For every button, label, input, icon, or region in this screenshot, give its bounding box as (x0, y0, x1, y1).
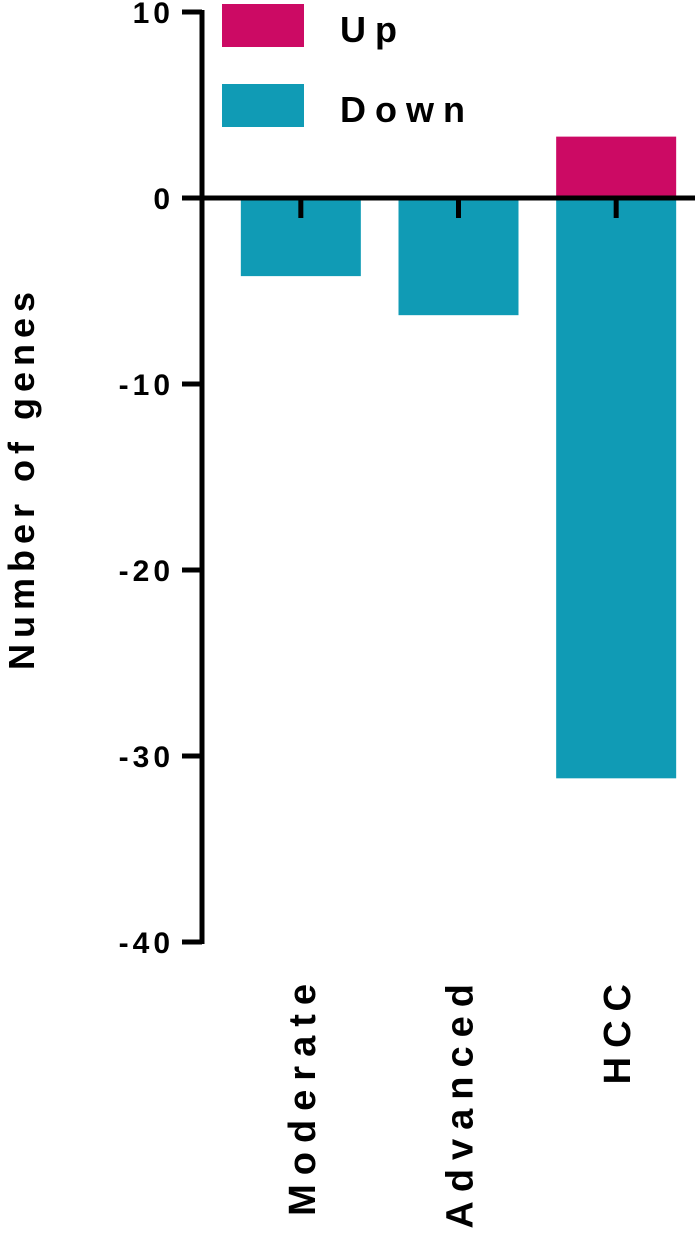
y-tick-label: -10 (119, 369, 174, 402)
y-tick-label: -30 (119, 741, 174, 774)
axes-group: 10 0 -10 -20 -30 -40 Moderate Advanced HCC (119, 0, 695, 1229)
y-tick-label: 10 (133, 0, 174, 30)
x-tick-label-advanced: Advanced (440, 975, 482, 1229)
legend: Up Down (222, 4, 474, 130)
y-tick-label: 0 (153, 183, 174, 216)
bars-group (240, 136, 677, 779)
x-tick-label-moderate: Moderate (282, 975, 324, 1216)
x-tick-label-hcc: HCC (597, 975, 639, 1084)
legend-label-down: Down (340, 89, 474, 130)
y-tick-label: -20 (119, 555, 174, 588)
legend-swatch-down (222, 84, 304, 127)
legend-swatch-up (222, 4, 304, 47)
y-axis-title: Number of genes (1, 286, 42, 670)
bar-down-hcc (556, 198, 677, 779)
legend-label-up: Up (340, 9, 406, 50)
bar-up-hcc (556, 136, 677, 198)
y-tick-label: -40 (119, 927, 174, 960)
